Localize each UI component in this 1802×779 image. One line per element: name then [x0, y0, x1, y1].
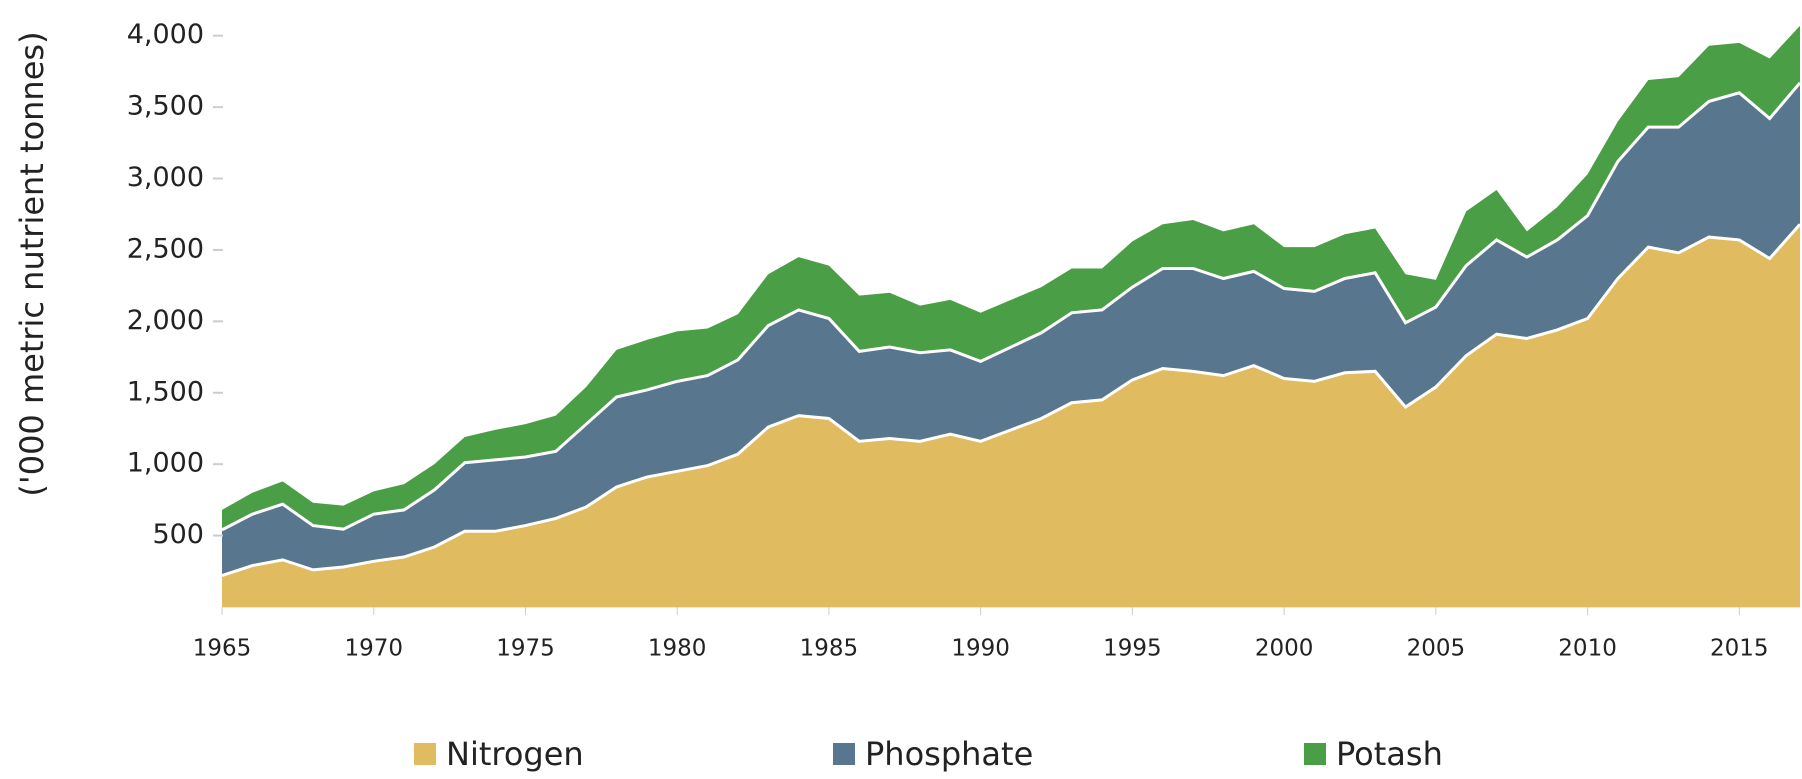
y-tick-label: 2,000 — [127, 305, 204, 336]
legend-label: Nitrogen — [446, 735, 584, 773]
x-tick-label: 2005 — [1407, 636, 1466, 662]
area-divider — [221, 223, 1802, 578]
y-tick-label: 3,500 — [127, 91, 204, 122]
y-tick-label: 2,500 — [127, 233, 204, 264]
legend-label: Potash — [1336, 735, 1443, 773]
x-tick-label: 1975 — [496, 636, 555, 662]
legend-swatch — [414, 743, 436, 765]
y-tick-label: 1,500 — [127, 376, 204, 407]
area-divider — [221, 81, 1802, 532]
x-tick-label: 1990 — [951, 636, 1010, 662]
y-axis-label: ('000 metric nutrient tonnes) — [13, 31, 51, 496]
x-tick-label: 2015 — [1710, 636, 1769, 662]
x-tick-label: 2000 — [1255, 636, 1314, 662]
legend-swatch — [1304, 743, 1326, 765]
y-tick-label: 4,000 — [127, 19, 204, 50]
x-tick-label: 1980 — [648, 636, 707, 662]
y-tick-label: 3,000 — [127, 162, 204, 193]
x-tick-label: 2010 — [1558, 636, 1617, 662]
legend-swatch — [833, 743, 855, 765]
x-tick-label: 1995 — [1103, 636, 1162, 662]
y-tick-label: 500 — [152, 519, 204, 550]
x-tick-label: 1965 — [193, 636, 252, 662]
x-tick-label: 1985 — [800, 636, 859, 662]
x-tick-label: 1970 — [344, 636, 403, 662]
area — [222, 224, 1800, 607]
y-tick-label: 1,000 — [127, 448, 204, 479]
legend-label: Phosphate — [865, 735, 1033, 773]
area — [222, 82, 1800, 576]
